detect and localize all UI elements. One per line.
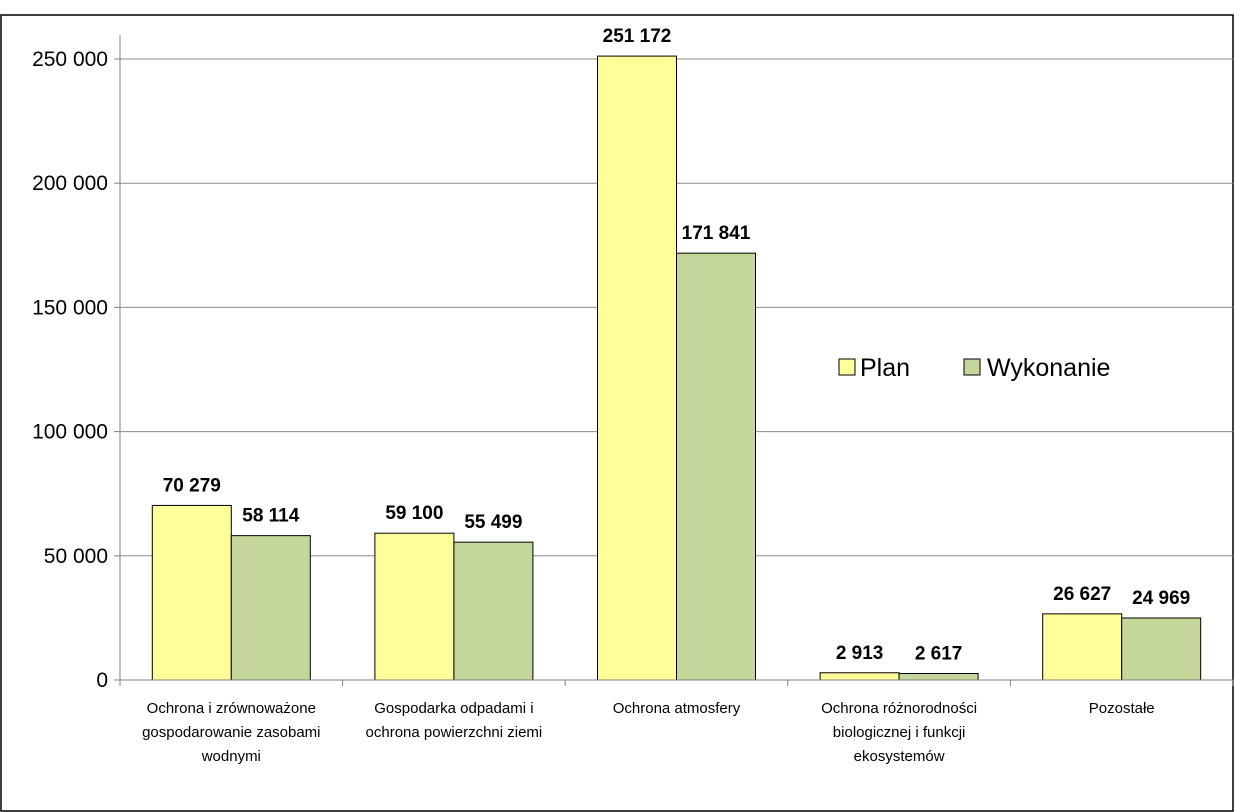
bar-plan: [374, 532, 455, 681]
x-tick-label: Ochrona i zrównoważone: [147, 700, 316, 717]
data-label: 26 627: [1053, 584, 1111, 605]
bar-wykonanie: [676, 252, 756, 681]
y-tick-label: 250 000: [32, 48, 108, 71]
y-tick-label: 50 000: [44, 545, 108, 568]
x-tick-label: Gospodarka odpadami i: [374, 700, 533, 717]
data-label: 24 969: [1132, 588, 1190, 609]
bar-plan: [151, 504, 232, 681]
data-label: 55 499: [464, 512, 522, 533]
bar-wykonanie: [898, 672, 979, 681]
x-tick-label: wodnymi: [201, 748, 261, 765]
y-tick-label: 0: [96, 669, 108, 692]
y-tick-label: 150 000: [32, 296, 108, 319]
data-labels: 70 279 58 114 59 100 55 499 251 172 171 841 2 …: [163, 26, 1191, 664]
data-label: 59 100: [385, 503, 443, 524]
x-tick-label: Ochrona różnorodności: [821, 700, 977, 717]
data-label: 70 279: [163, 475, 221, 496]
bar-plan: [597, 55, 677, 681]
bars: [151, 55, 1202, 681]
x-tick-label: ochrona powierzchni ziemi: [366, 724, 543, 741]
bar-wykonanie: [453, 541, 534, 681]
bar-plan: [1042, 613, 1123, 681]
data-label: 251 172: [603, 26, 672, 47]
bar-wykonanie: [230, 535, 311, 681]
data-label: 171 841: [682, 223, 751, 244]
x-tick-label: biologicznej i funkcji: [833, 724, 966, 741]
legend-label-wykonanie: Wykonanie: [987, 354, 1110, 382]
x-tick-label: ekosystemów: [854, 748, 945, 765]
legend-swatch-plan: [838, 358, 856, 376]
data-label: 2 913: [836, 643, 884, 664]
legend: Plan Wykonanie: [838, 354, 1110, 382]
legend-swatch-wykonanie: [963, 358, 981, 376]
y-tick-labels: 0 50 000 100 000 150 000 200 000 250 000: [32, 48, 108, 692]
x-tick-label: Pozostałe: [1089, 700, 1155, 717]
bar-wykonanie: [1121, 617, 1202, 681]
x-tick-labels: Ochrona i zrównoważone gospodarowanie zas…: [142, 700, 1155, 765]
x-tick-label: gospodarowanie zasobami: [142, 724, 320, 741]
data-label: 58 114: [242, 506, 299, 527]
legend-label-plan: Plan: [860, 354, 910, 382]
y-tick-label: 200 000: [32, 172, 108, 195]
data-label: 2 617: [915, 643, 963, 664]
axes: [114, 35, 1234, 686]
bar-plan: [819, 672, 900, 681]
x-tick-label: Ochrona atmosfery: [613, 700, 741, 717]
y-tick-label: 100 000: [32, 421, 108, 444]
